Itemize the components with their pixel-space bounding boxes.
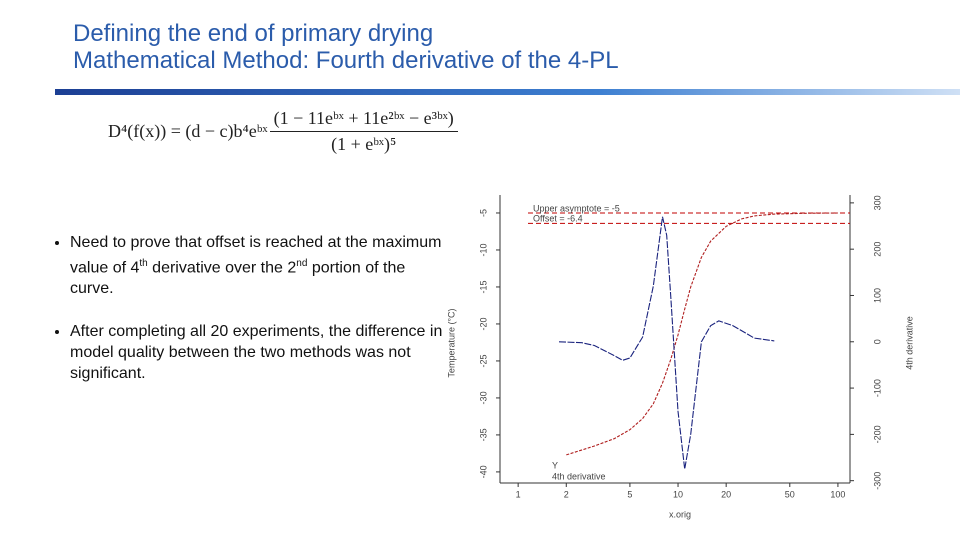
superscript: nd (296, 258, 308, 269)
x-tick-label: 20 (721, 489, 731, 499)
y-tick-label: -25 (478, 354, 488, 367)
y-tick-label: -40 (478, 465, 488, 478)
x-tick-label: 1 (516, 489, 521, 499)
x-axis-label: x.orig (669, 509, 691, 519)
formula-numerator: (1 − 11eᵇˣ + 11e²ᵇˣ − e³ᵇˣ) (269, 108, 458, 132)
y-axis-label: Temperature (°C) (446, 308, 456, 377)
y2-tick-label: 200 (872, 242, 882, 257)
bullet: After completing all 20 experiments, the… (70, 321, 445, 384)
series-line (566, 212, 838, 456)
y2-tick-label: -300 (872, 472, 882, 490)
annotation-label: Upper asymptote = -5 (533, 203, 620, 213)
y2-axis-label: 4th derivative (904, 316, 914, 370)
x-tick-label: 100 (830, 489, 845, 499)
y2-tick-label: 100 (872, 288, 882, 303)
x-tick-label: 50 (785, 489, 795, 499)
y2-tick-label: 0 (872, 339, 882, 344)
title-rule (55, 89, 960, 95)
title-line: Mathematical Method: Fourth derivative o… (73, 47, 619, 74)
y-tick-label: -20 (478, 317, 488, 330)
bullet-text: After completing all 20 experiments, the… (70, 323, 443, 383)
x-tick-label: 10 (673, 489, 683, 499)
x-tick-label: 5 (627, 489, 632, 499)
bullet-text: derivative over the 2 (147, 259, 297, 277)
bullet: Need to prove that offset is reached at … (70, 232, 445, 299)
series-line (558, 216, 775, 470)
legend-entry: 4th derivative (552, 471, 606, 481)
y-tick-label: -5 (478, 209, 488, 217)
y-tick-label: -35 (478, 428, 488, 441)
legend-entry: Y (552, 460, 558, 470)
formula-fraction: (1 − 11eᵇˣ + 11e²ᵇˣ − e³ᵇˣ) (1 + eᵇˣ)⁵ (269, 108, 458, 155)
y2-tick-label: -100 (872, 379, 882, 397)
x-tick-label: 2 (564, 489, 569, 499)
bullet-list: Need to prove that offset is reached at … (30, 232, 445, 406)
y-tick-label: -10 (478, 243, 488, 256)
formula: D⁴(f(x)) = (d − c)b⁴eᵇˣ (1 − 11eᵇˣ + 11e… (108, 108, 458, 155)
y2-tick-label: -200 (872, 425, 882, 443)
annotation-label: Offset = -6.4 (533, 214, 583, 224)
formula-lhs: D⁴(f(x)) = (d − c)b⁴eᵇˣ (108, 121, 268, 141)
bullet-text: Need to prove that offset is reached at … (70, 234, 442, 277)
formula-denominator: (1 + eᵇˣ)⁵ (331, 134, 397, 154)
y-tick-label: -30 (478, 391, 488, 404)
bullet-text: portion of the curve. (70, 259, 406, 298)
superscript: th (139, 258, 148, 269)
y-tick-label: -15 (478, 280, 488, 293)
y2-tick-label: 300 (872, 195, 882, 210)
title-line: Defining the end of primary drying (73, 20, 434, 47)
